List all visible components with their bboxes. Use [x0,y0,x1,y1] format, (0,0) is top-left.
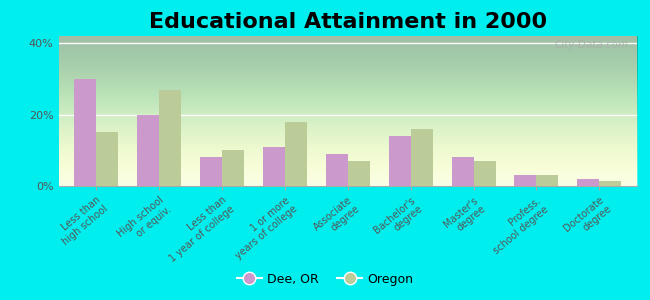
Bar [536,175,558,186]
Bar [577,179,599,186]
Bar [137,115,159,186]
Bar [96,132,118,186]
Bar [159,90,181,186]
Title: Educational Attainment in 2000: Educational Attainment in 2000 [149,12,547,32]
Text: City-Data.com: City-Data.com [554,40,629,50]
Bar [389,136,411,186]
Bar [285,122,307,186]
Legend: Dee, OR, Oregon: Dee, OR, Oregon [232,268,418,291]
Bar [473,161,495,186]
Bar [348,161,370,186]
Bar [326,154,348,186]
Bar [263,147,285,186]
Bar [452,158,473,186]
Bar [514,175,536,186]
Bar [74,79,96,186]
Bar [200,158,222,186]
Bar [599,181,621,186]
Bar [222,150,244,186]
Bar [411,129,433,186]
